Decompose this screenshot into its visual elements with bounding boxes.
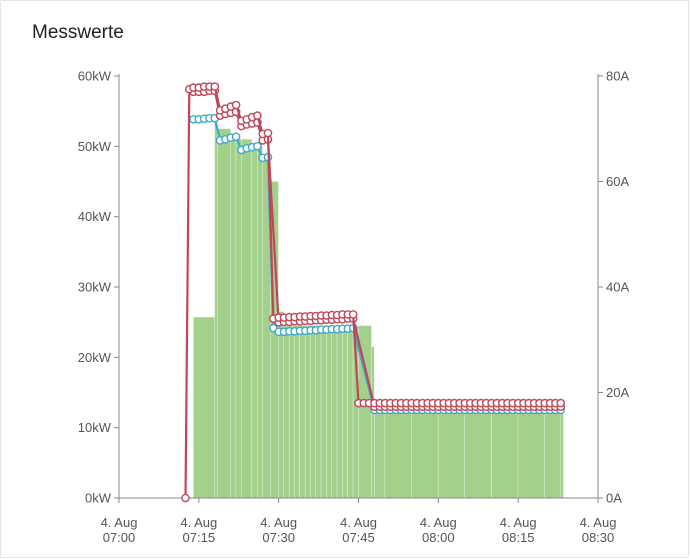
y-left-tick-label: 0kW bbox=[85, 491, 112, 506]
power-bar bbox=[241, 139, 252, 499]
series-point bbox=[348, 310, 358, 319]
power-bar bbox=[371, 346, 375, 498]
y-left-tick-label: 20kW bbox=[78, 350, 112, 365]
series-point bbox=[231, 100, 241, 110]
power-bar bbox=[315, 325, 321, 498]
x-tick-label-time: 07:30 bbox=[262, 530, 295, 545]
series-point bbox=[231, 132, 241, 141]
power-bar bbox=[464, 410, 492, 498]
y-right-tick-label: 60A bbox=[606, 174, 629, 189]
power-bar bbox=[300, 325, 305, 498]
power-bar bbox=[294, 325, 300, 498]
y-left-tick-label: 40kW bbox=[78, 209, 112, 224]
power-bar bbox=[347, 325, 353, 498]
power-bar bbox=[278, 311, 284, 498]
y-left-tick-label: 10kW bbox=[78, 420, 112, 435]
power-bar bbox=[217, 128, 231, 499]
power-bar bbox=[305, 325, 311, 498]
series-point bbox=[556, 398, 566, 408]
power-bar bbox=[326, 325, 332, 498]
y-right-tick-label: 80A bbox=[606, 69, 629, 84]
y-right-tick-label: 20A bbox=[606, 385, 629, 400]
x-tick-label-date: 4. Aug bbox=[340, 515, 377, 530]
power-bar bbox=[252, 146, 257, 499]
power-bar bbox=[230, 135, 236, 499]
x-tick-label-date: 4. Aug bbox=[500, 515, 537, 530]
x-tick-label-time: 08:30 bbox=[582, 530, 615, 545]
x-tick-label-time: 07:00 bbox=[103, 530, 136, 545]
y-right-tick-label: 0A bbox=[606, 491, 622, 506]
y-left-tick-label: 50kW bbox=[78, 139, 112, 154]
power-bar bbox=[331, 325, 337, 498]
y-right-tick-label: 40A bbox=[606, 280, 629, 295]
series-point bbox=[181, 493, 190, 503]
x-tick-label-time: 07:45 bbox=[342, 530, 375, 545]
x-tick-label-date: 4. Aug bbox=[180, 515, 217, 530]
power-bar bbox=[262, 160, 271, 498]
x-tick-label-time: 08:00 bbox=[422, 530, 455, 545]
power-bar bbox=[193, 317, 215, 498]
power-bar bbox=[257, 146, 263, 499]
card-title: Messwerte bbox=[32, 22, 124, 43]
power-bar bbox=[337, 325, 343, 498]
x-tick-label-date: 4. Aug bbox=[420, 515, 457, 530]
x-tick-label-date: 4. Aug bbox=[580, 515, 617, 530]
power-bar bbox=[411, 410, 438, 498]
y-left-tick-label: 30kW bbox=[78, 280, 112, 295]
power-bar bbox=[385, 410, 412, 498]
current-series-1 bbox=[181, 82, 566, 503]
power-bar bbox=[310, 325, 316, 498]
power-bar bbox=[491, 410, 518, 498]
power-bar bbox=[289, 325, 295, 498]
series-point bbox=[253, 111, 262, 120]
series-point bbox=[263, 128, 273, 138]
x-tick-label-date: 4. Aug bbox=[101, 515, 138, 530]
power-bar bbox=[374, 410, 385, 498]
y-left-tick-label: 60kW bbox=[78, 69, 112, 84]
x-tick-label-date: 4. Aug bbox=[260, 515, 297, 530]
power-bar bbox=[236, 139, 241, 499]
power-bar bbox=[214, 121, 218, 498]
power-bars bbox=[193, 121, 564, 499]
power-bar bbox=[358, 325, 372, 498]
power-bar bbox=[284, 325, 289, 498]
power-bar bbox=[270, 181, 279, 498]
series-point bbox=[210, 82, 220, 91]
x-tick-label-time: 07:15 bbox=[183, 530, 216, 545]
power-bar bbox=[353, 325, 359, 498]
power-bar bbox=[518, 410, 545, 498]
power-bar bbox=[438, 410, 465, 498]
power-bar bbox=[321, 325, 327, 498]
power-bar bbox=[342, 325, 348, 498]
power-bar bbox=[560, 410, 564, 498]
x-tick-label-time: 08:15 bbox=[502, 530, 535, 545]
series-point bbox=[253, 141, 262, 151]
power-bar bbox=[544, 410, 561, 498]
